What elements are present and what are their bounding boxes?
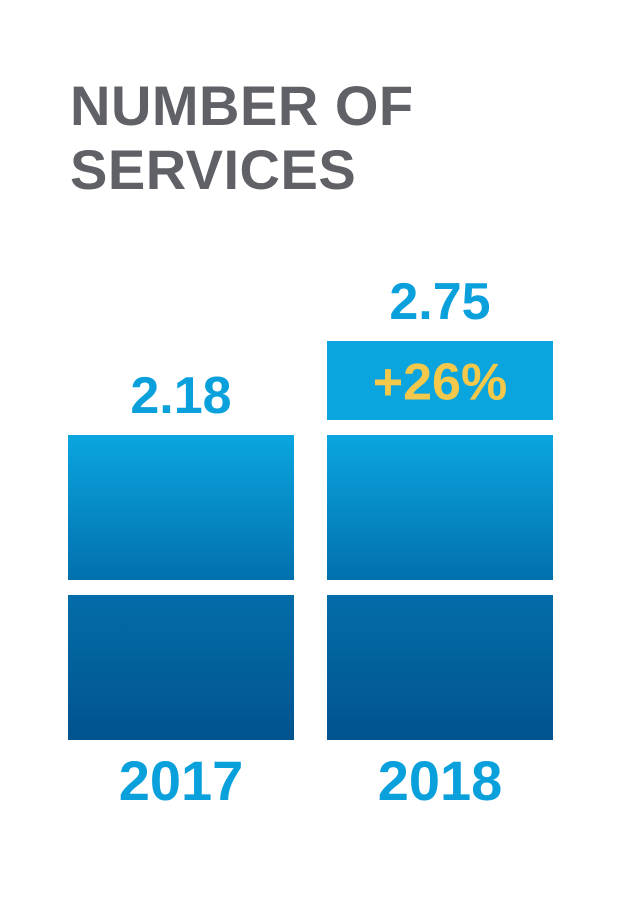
- category-label-2018: 2018: [378, 749, 503, 812]
- labels-group: 2.18 2017 +26% 2.75 2018: [119, 273, 508, 812]
- bar-2018-increase-segment: [327, 341, 553, 420]
- category-label-2017: 2017: [119, 749, 244, 812]
- bar-2018-upper-segment: [327, 435, 553, 580]
- chart-title-line-2: SERVICES: [70, 138, 357, 201]
- value-label-2018: 2.75: [389, 273, 490, 331]
- bar-2017-upper-segment: [68, 435, 294, 580]
- bar-2017-lower-segment: [68, 595, 294, 740]
- bar-2018-lower-segment: [327, 595, 553, 740]
- chart-title-line-1: NUMBER OF: [70, 74, 414, 137]
- chart-title: NUMBER OF SERVICES: [70, 74, 590, 202]
- value-label-2017: 2.18: [130, 367, 231, 425]
- annotation-2018-increase: +26%: [373, 354, 507, 412]
- bars-group: [68, 341, 553, 740]
